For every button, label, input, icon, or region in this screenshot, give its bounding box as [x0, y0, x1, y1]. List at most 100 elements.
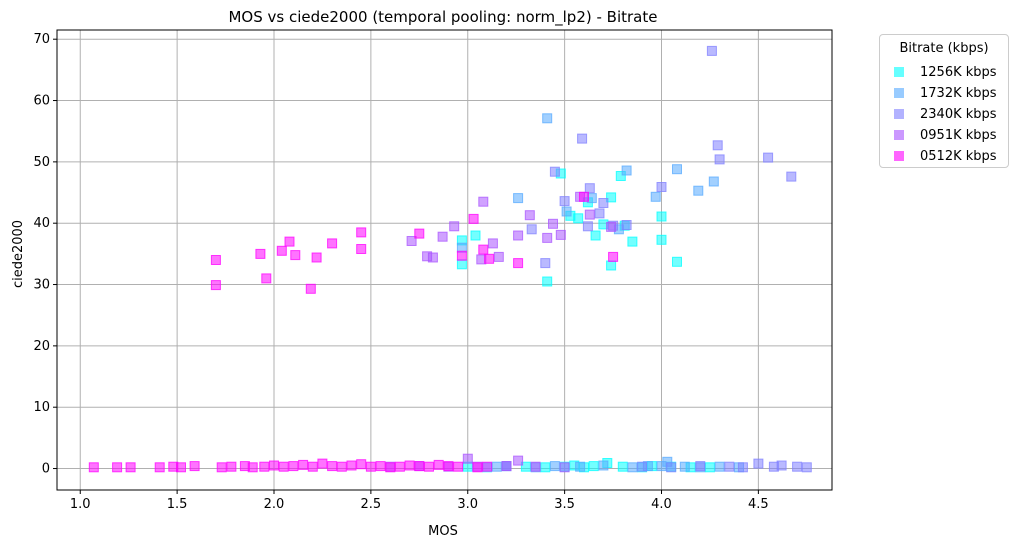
data-point	[404, 460, 415, 471]
data-point	[695, 461, 706, 472]
data-point	[627, 236, 638, 247]
data-point	[210, 280, 221, 291]
data-point	[520, 461, 531, 472]
data-points	[88, 45, 812, 473]
y-axis-ticks: 0 10 20 30 40 50 60 70	[33, 32, 57, 477]
data-point	[588, 461, 599, 472]
legend-swatch	[894, 109, 904, 119]
data-point	[433, 459, 444, 470]
data-point	[298, 459, 309, 470]
data-point	[491, 461, 502, 472]
legend-label: 0951K kbps	[920, 127, 997, 143]
data-point	[561, 206, 572, 217]
data-point	[724, 461, 735, 472]
data-point	[621, 220, 632, 230]
data-point	[482, 461, 493, 472]
data-point	[456, 259, 467, 270]
x-tick-label: 2.0	[264, 497, 285, 512]
data-point	[226, 461, 237, 472]
data-point	[606, 192, 617, 203]
data-point	[549, 461, 560, 472]
data-point	[261, 273, 272, 284]
legend-item: 1732K kbps	[894, 84, 997, 102]
data-point	[427, 252, 438, 263]
legend-label: 2340K kbps	[920, 106, 997, 122]
data-point	[189, 461, 200, 472]
y-tick-label: 20	[33, 339, 50, 354]
data-point	[530, 461, 541, 472]
data-point	[637, 461, 648, 472]
data-point	[406, 236, 417, 246]
x-axis-ticks: 1.0 1.5 2.0 2.5 3.0 3.5 4.0 4.5	[70, 490, 769, 512]
data-point	[656, 234, 667, 245]
data-point	[714, 461, 725, 472]
legend-item: 0512K kbps	[894, 147, 997, 165]
data-point	[487, 238, 498, 249]
y-tick-label: 30	[33, 278, 50, 293]
data-point	[284, 236, 295, 247]
data-point	[627, 462, 638, 473]
data-point	[278, 461, 289, 472]
data-point	[216, 462, 227, 473]
data-point	[259, 461, 270, 472]
data-point	[792, 461, 803, 472]
legend-item: 1256K kbps	[894, 63, 997, 81]
data-point	[590, 230, 601, 241]
data-point	[449, 221, 460, 232]
data-point	[540, 462, 551, 473]
data-point	[606, 260, 617, 271]
data-point	[540, 258, 551, 269]
data-point	[456, 250, 467, 261]
data-point	[356, 227, 367, 238]
data-point	[559, 196, 570, 207]
data-point	[290, 250, 301, 261]
data-point	[501, 461, 512, 472]
data-point	[666, 462, 677, 473]
data-point	[414, 228, 425, 239]
legend-swatch	[894, 151, 904, 161]
data-point	[336, 461, 347, 472]
grid-lines	[57, 30, 832, 490]
data-point	[584, 209, 595, 220]
data-point	[712, 140, 723, 151]
data-point	[650, 191, 661, 202]
data-point	[594, 208, 605, 219]
data-point	[484, 253, 495, 264]
y-tick-label: 40	[33, 216, 50, 231]
data-point	[615, 171, 626, 181]
legend-label: 1732K kbps	[920, 85, 997, 101]
data-point	[549, 166, 560, 177]
legend-title: Bitrate (kbps)	[899, 41, 989, 56]
data-point	[468, 213, 479, 224]
data-point	[559, 462, 570, 473]
data-point	[255, 248, 266, 259]
data-point	[472, 462, 483, 473]
data-point	[356, 244, 367, 254]
data-point	[365, 461, 376, 472]
data-point	[269, 460, 279, 471]
chart-title: MOS vs ciede2000 (temporal pooling: norm…	[228, 8, 657, 27]
data-point	[443, 461, 454, 472]
data-point	[573, 213, 584, 224]
data-point	[526, 224, 537, 235]
data-point	[621, 165, 632, 176]
legend-item: 2340K kbps	[894, 105, 997, 123]
data-point	[548, 218, 558, 229]
data-point	[276, 245, 287, 256]
x-tick-label: 1.5	[167, 497, 188, 512]
data-point	[154, 462, 165, 473]
data-point	[542, 232, 553, 243]
data-point	[579, 191, 589, 202]
data-point	[763, 152, 774, 163]
data-point	[453, 461, 464, 472]
y-tick-label: 60	[33, 94, 50, 109]
data-point	[575, 461, 586, 472]
data-point	[598, 198, 609, 208]
data-point	[801, 462, 812, 473]
x-tick-label: 3.0	[457, 497, 478, 512]
data-point	[317, 458, 328, 469]
data-point	[112, 462, 123, 473]
data-point	[375, 461, 386, 472]
data-point	[679, 461, 690, 472]
